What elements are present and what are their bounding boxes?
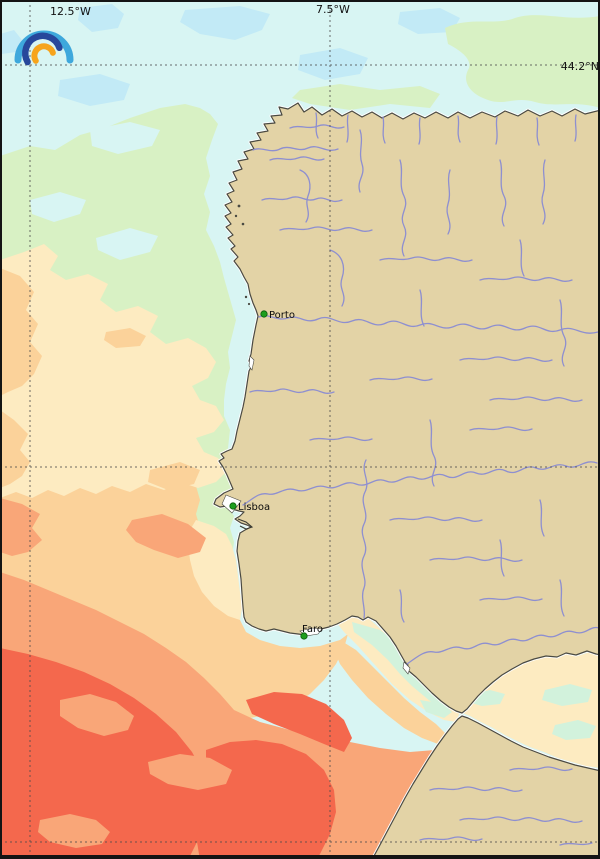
city-dot-lisboa — [229, 502, 237, 510]
city-markers: Porto Lisboa Faro — [229, 310, 323, 640]
sea-band-cool-blue — [0, 4, 460, 106]
aveiro-lagoon — [248, 355, 255, 371]
city-dot-faro — [300, 632, 308, 640]
logo-inner-arc-icon — [31, 43, 56, 64]
rivers — [242, 112, 600, 846]
landmass — [213, 102, 600, 859]
logo-middle-arc-icon — [22, 32, 63, 66]
city-label-porto: Porto — [269, 310, 295, 321]
lat-label-44-2n: 44.2°N — [561, 60, 599, 73]
cadiz-bay — [402, 661, 411, 675]
city-label-lisboa: Lisboa — [238, 502, 270, 513]
map-frame-bottom-bar — [0, 855, 600, 859]
sea-salmon-wisps — [38, 694, 232, 848]
landmass-iberia — [213, 102, 600, 714]
lon-label-7-5w: 7.5°W — [316, 3, 350, 16]
sea-band-light-orange-swirls — [0, 268, 200, 490]
rainbow-arcs-logo — [14, 30, 74, 66]
sado-estuary — [237, 518, 254, 530]
city-label-faro: Faro — [302, 624, 323, 635]
city-dot-porto — [260, 310, 268, 318]
landmass-morocco — [371, 715, 600, 859]
ria-islets — [234, 204, 251, 306]
graticule-labels: 12.5°W 7.5°W 44.2°N — [50, 3, 599, 73]
lon-label-12-5w: 12.5°W — [50, 5, 91, 18]
